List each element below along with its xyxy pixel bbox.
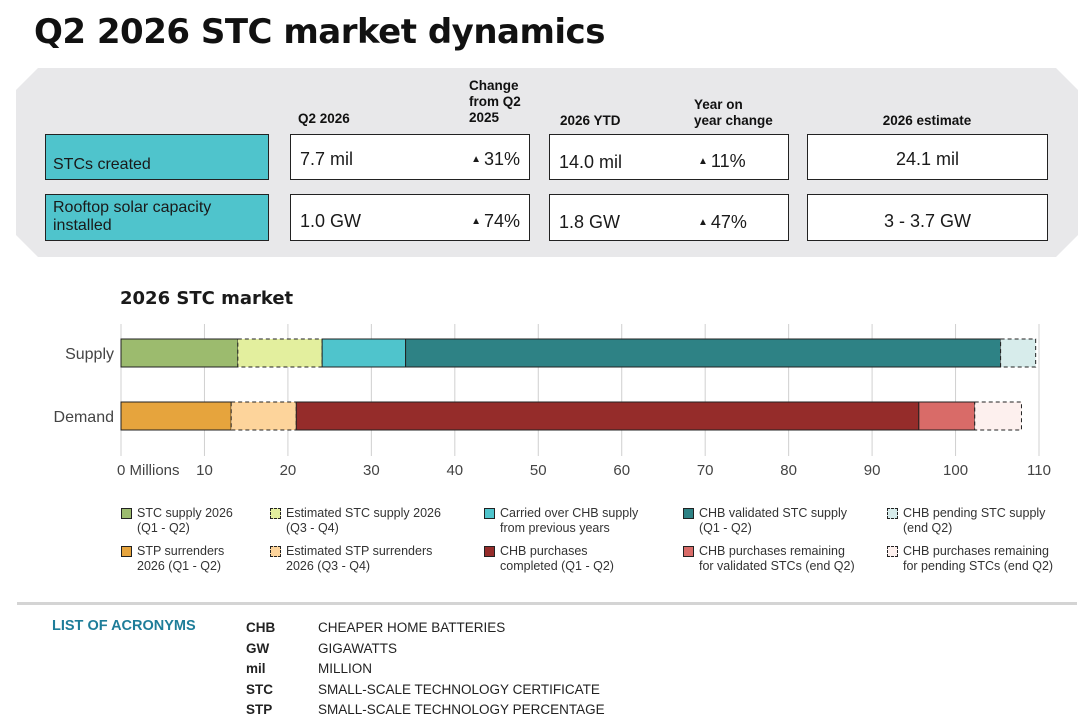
stcs-ytd-value: 14.0 mil [559,152,623,172]
x-tick-label: 40 [446,462,463,479]
legend-label: STC supply 2026 (Q1 - Q2) [137,506,233,535]
legend-label: CHB validated STC supply (Q1 - Q2) [699,506,847,535]
solar-q2-change: ▲ 74% [471,211,520,231]
acronym-definition: GIGAWATTS [318,640,397,656]
cell-stcs-estimate: 24.1 mil [807,134,1048,180]
bar-segment [230,401,297,431]
stcs-q2-value: 7.7 mil [300,149,354,169]
legend-swatch [683,546,694,557]
bar-segment [295,401,920,431]
header-change-q2: Change from Q2 2025 [469,78,521,125]
stcs-estimate-value: 24.1 mil [895,149,960,169]
triangle-up-icon: ▲ [698,156,708,167]
stcs-q2-change: ▲ 31% [471,149,520,169]
acronym-abbr: CHB [246,620,276,635]
legend-swatch [270,508,281,519]
x-tick-label: 50 [530,462,547,479]
category-label: Supply [65,346,114,363]
cell-stcs-q2: 7.7 mil ▲ 31% [290,134,530,180]
header-yoy: Year on year change [694,97,773,128]
legend-label: CHB pending STC supply (end Q2) [903,506,1046,535]
acronym-definition: CHEAPER HOME BATTERIES [318,620,506,635]
triangle-up-icon: ▲ [698,217,708,228]
legend-label: CHB purchases completed (Q1 - Q2) [500,544,614,573]
solar-q2-value: 1.0 GW [300,211,362,231]
legend-label: Carried over CHB supply from previous ye… [500,506,639,535]
x-tick-label: 30 [363,462,380,479]
header-q2: Q2 2026 [298,111,350,126]
solar-ytd-value: 1.8 GW [559,212,621,232]
acronym-abbr: STC [246,681,273,697]
bar-segment [321,338,407,368]
solar-estimate-value: 3 - 3.7 GW [883,211,972,231]
legend-swatch [121,546,132,557]
x-tick-label: 60 [613,462,630,479]
category-label: Demand [54,409,114,426]
bar-segment [1000,338,1037,368]
acronym-abbr: GW [246,640,270,656]
acronyms-title: LIST OF ACRONYMS [52,618,196,634]
stc-market-chart: 0 Millions 10 20 30 40 50 60 70 80 90 100 110 Supply… [54,324,1051,479]
legend-swatch [270,546,281,557]
x-tick-label: 110 [1027,462,1051,479]
bar-segment [237,338,323,368]
legend-swatch [887,546,898,557]
page-title: Q2 2026 STC market dynamics [34,12,605,52]
x-tick-label: 10 [196,462,213,479]
acronym-definition: MILLION [318,661,373,676]
x-tick-label: 70 [697,462,714,479]
triangle-up-icon: ▲ [471,216,481,227]
x-tick-label: 80 [780,462,797,479]
row-label-stcs-created: STCs created [45,134,269,180]
legend-swatch [683,508,694,519]
legend-label: CHB purchases remaining for validated ST… [699,544,855,573]
x-tick-label: 90 [864,462,881,479]
cell-solar-q2: 1.0 GW ▲ 74% [290,194,530,241]
legend-label: Estimated STC supply 2026 (Q3 - Q4) [286,506,441,535]
triangle-up-icon: ▲ [471,154,481,165]
bar-segment [405,338,1002,368]
legend-swatch [121,508,132,519]
legend-label: CHB purchases remaining for pending STCs… [903,544,1054,573]
bar-segment [120,338,239,368]
header-ytd: 2026 YTD [560,113,621,128]
x-tick-label: 100 [943,462,968,479]
bar-segment [974,401,1022,431]
stcs-yoy-change: ▲ 11% [698,151,746,171]
legend-label: STP surrenders 2026 (Q1 - Q2) [137,544,225,573]
acronym-abbr: STP [246,702,273,717]
chart-title: 2026 STC market [120,288,294,309]
acronym-abbr: mil [246,661,266,676]
cell-stcs-ytd: 14.0 mil ▲ 11% [549,134,789,180]
legend-swatch [887,508,898,519]
legend-swatch [484,508,495,519]
cell-solar-estimate: 3 - 3.7 GW [807,194,1048,241]
row-label-rooftop-solar: Rooftop solar capacity installed [45,194,269,241]
legend-swatch [484,546,495,557]
solar-yoy-change: ▲ 47% [698,212,747,232]
x-tick-label: 0 Millions [117,462,180,479]
x-tick-label: 20 [280,462,297,479]
acronym-definition: SMALL-SCALE TECHNOLOGY PERCENTAGE [318,702,605,717]
legend-label: Estimated STP surrenders 2026 (Q3 - Q4) [286,544,433,573]
cell-solar-ytd: 1.8 GW ▲ 47% [549,194,789,241]
bar-segment [120,401,232,431]
section-divider [17,602,1077,605]
header-estimate: 2026 estimate [882,113,972,128]
acronym-definition: SMALL-SCALE TECHNOLOGY CERTIFICATE [318,681,600,697]
bar-segment [918,401,976,431]
